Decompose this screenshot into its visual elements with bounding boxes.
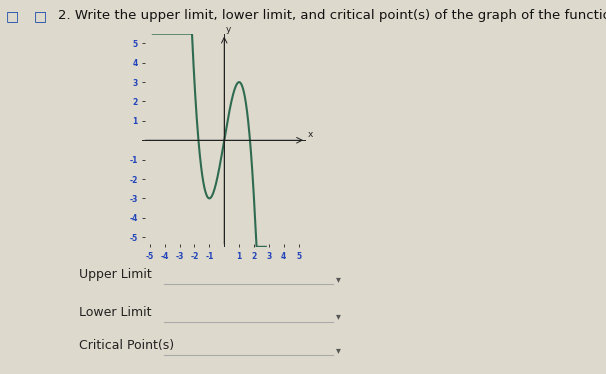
Text: Upper Limit: Upper Limit — [79, 269, 152, 281]
Text: ▾: ▾ — [336, 345, 341, 355]
Text: ▾: ▾ — [336, 311, 341, 321]
Text: □: □ — [6, 9, 19, 23]
Text: ▾: ▾ — [336, 274, 341, 283]
Text: □: □ — [33, 9, 47, 23]
Text: x: x — [307, 131, 313, 140]
Text: y: y — [225, 25, 231, 34]
Text: Critical Point(s): Critical Point(s) — [79, 340, 174, 352]
Text: Lower Limit: Lower Limit — [79, 306, 152, 319]
Text: 2. Write the upper limit, lower limit, and critical point(s) of the graph of the: 2. Write the upper limit, lower limit, a… — [58, 9, 606, 22]
